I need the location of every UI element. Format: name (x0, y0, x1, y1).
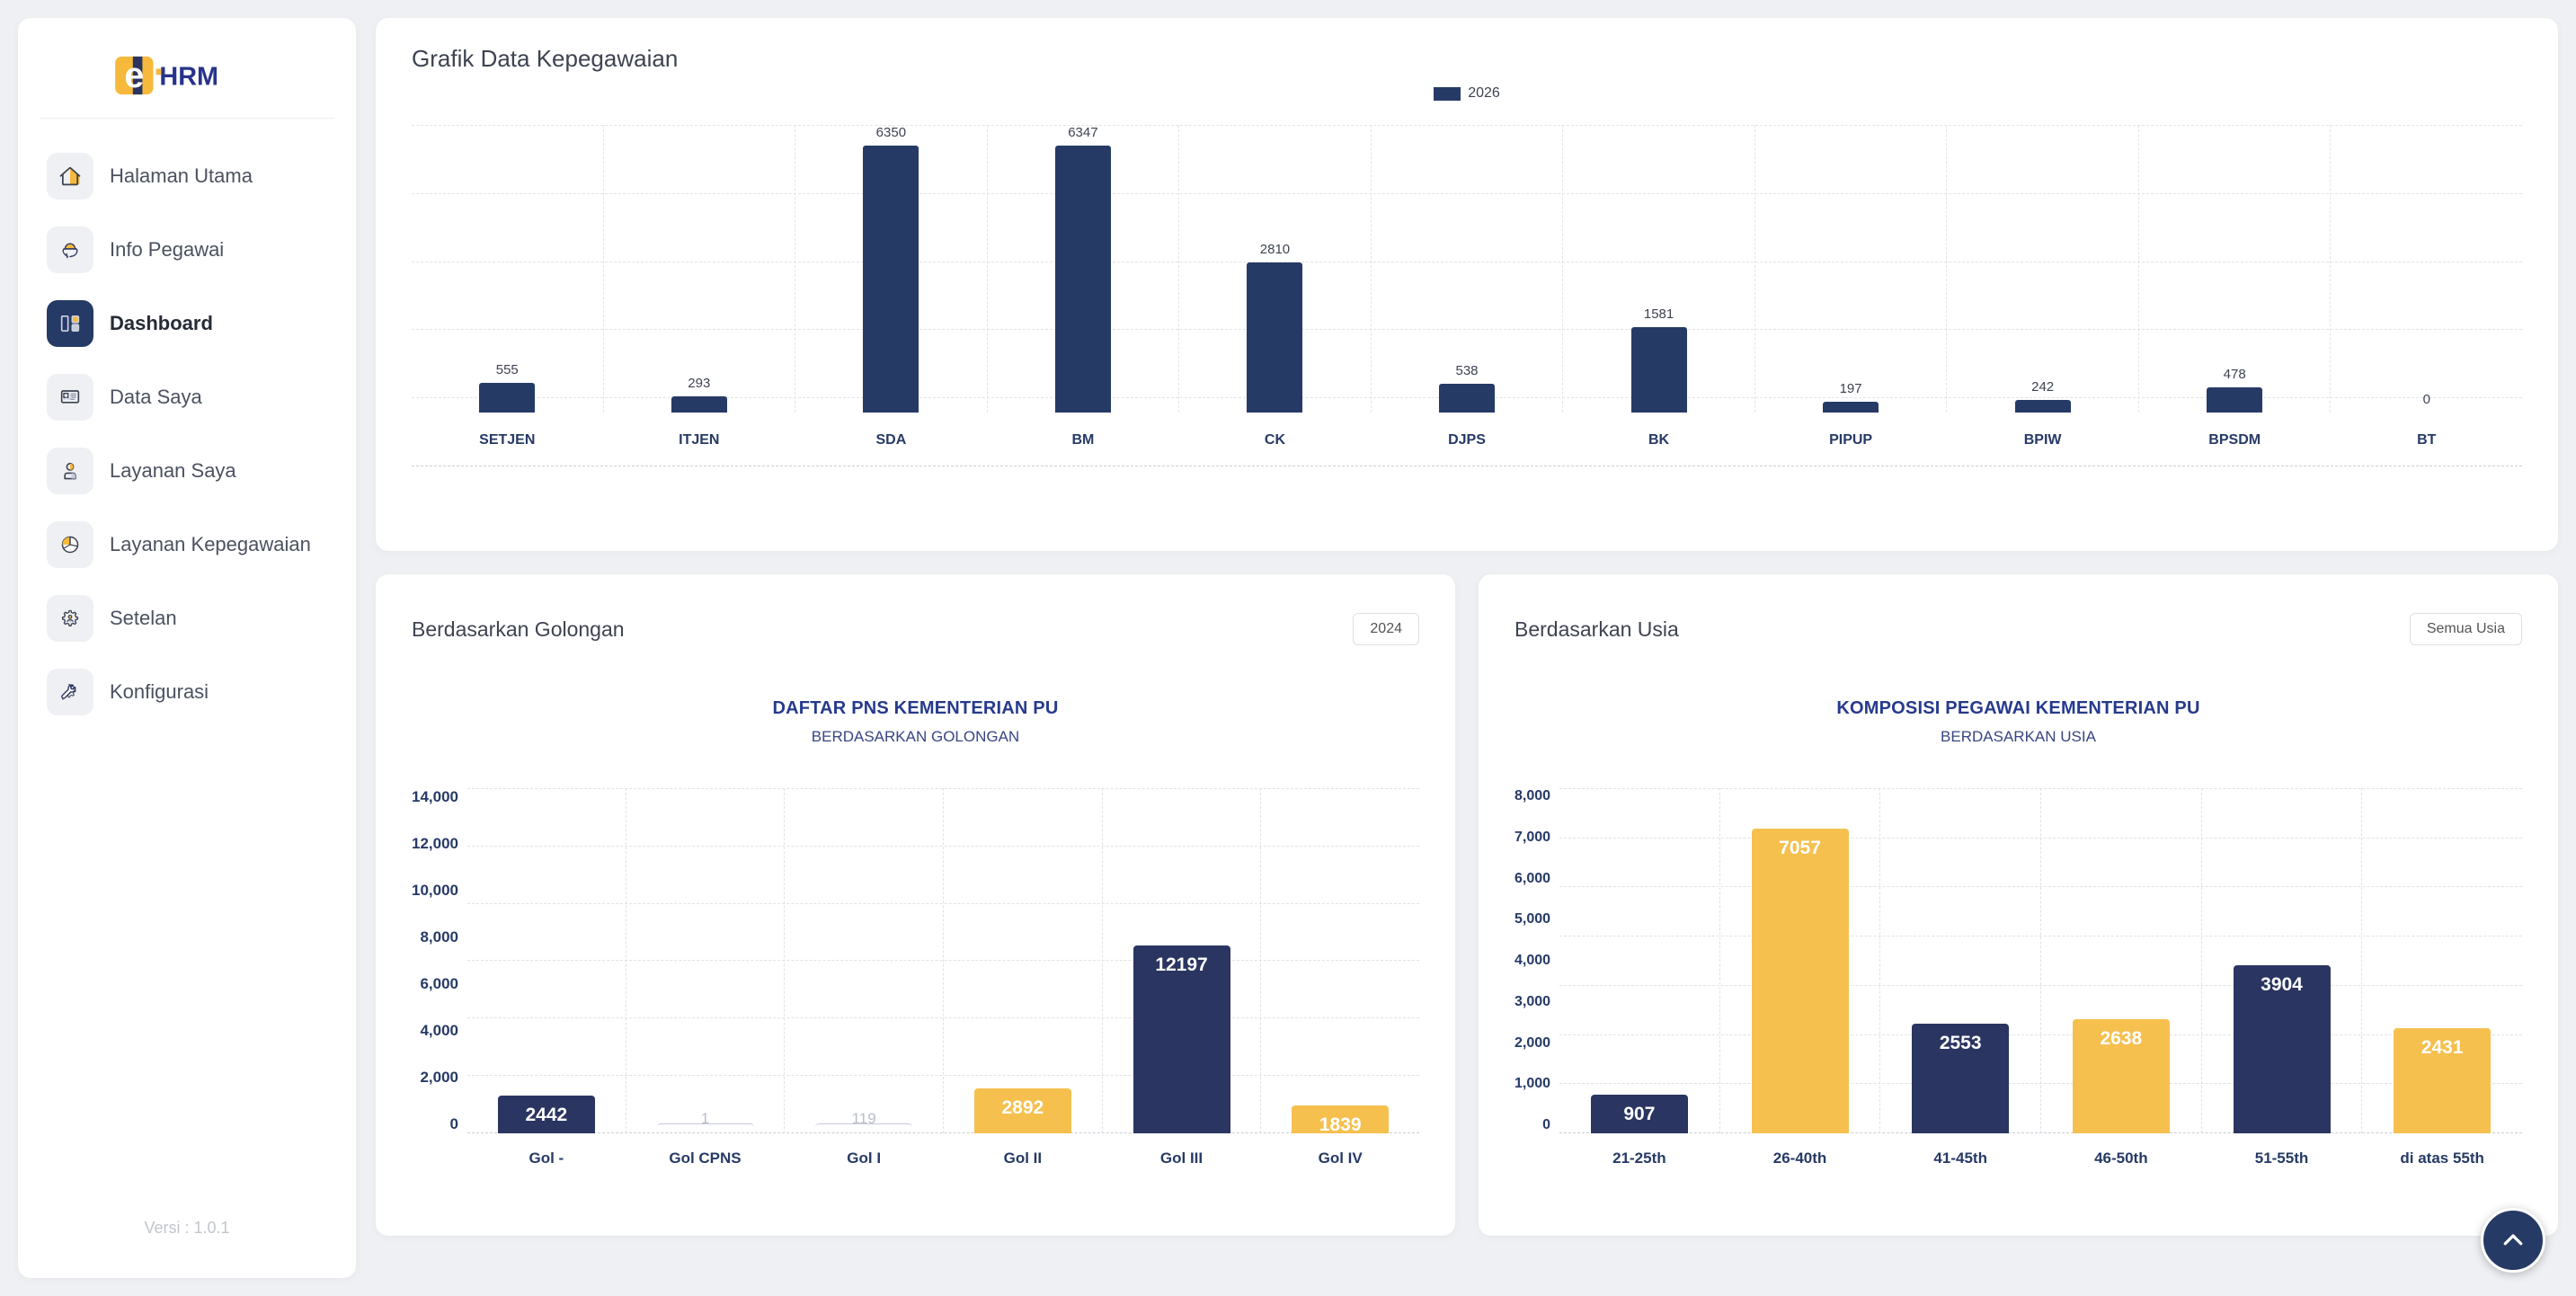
svg-text:HRM: HRM (159, 63, 218, 92)
svg-text:e: e (124, 56, 144, 95)
